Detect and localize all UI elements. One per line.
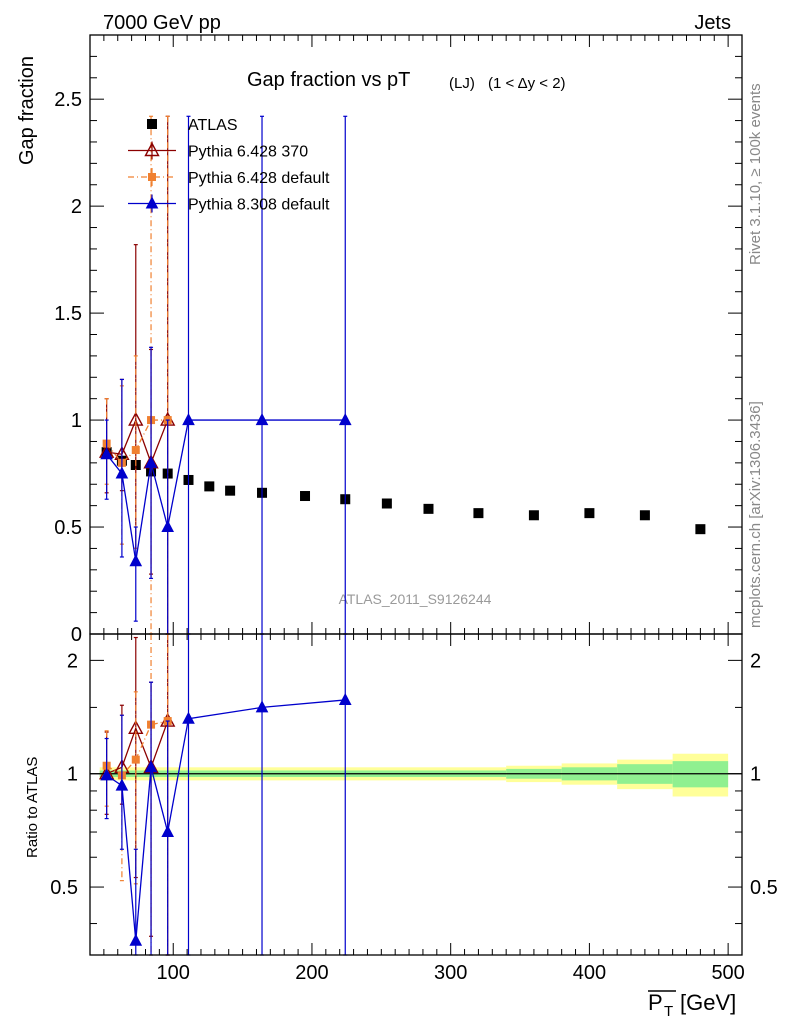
ratio-pythia-8-308-default-line bbox=[106, 699, 346, 941]
analysis-label: ATLAS_2011_S9126244 bbox=[339, 591, 492, 607]
legend: ATLAS Pythia 6.428 370 Pythia 6.428 defaul… bbox=[128, 117, 330, 214]
mcplots-label: mcplots.cern.ch [arXiv:1306.3436] bbox=[747, 401, 764, 628]
rivet-label: Rivet 3.1.10, ≥ 100k events bbox=[747, 83, 764, 265]
chart-title-main: Gap fraction vs pT bbox=[247, 69, 410, 91]
x-axis-label-main: P bbox=[648, 990, 663, 1015]
ratio-pythia-6-428-370-group bbox=[98, 633, 176, 956]
series-pythia-6-428-default-line bbox=[106, 419, 168, 464]
legend-label-pythia-6-428-370: Pythia 6.428 370 bbox=[188, 144, 308, 161]
jets-label: Jets bbox=[694, 12, 731, 34]
x-tick-label-500: 500 bbox=[711, 962, 744, 984]
series-pythia-8-308-default-point-3 bbox=[144, 455, 158, 468]
series-pythia-8-308-default-group bbox=[100, 115, 352, 635]
ratio-pythia-6-428-370-line bbox=[106, 720, 169, 775]
ratio-pythia-8-308-default-point-5 bbox=[182, 711, 195, 724]
y-tick-label-0: 0 bbox=[71, 624, 82, 646]
series-atlas-point-13 bbox=[473, 508, 484, 519]
y-tick-label-2: 1 bbox=[71, 410, 82, 432]
ratio-pythia-8-308-default-point-6 bbox=[255, 700, 269, 713]
ratio-pythia-6-428-default-group bbox=[102, 633, 172, 956]
legend-marker-atlas bbox=[147, 119, 157, 129]
legend-marker-pythia-6-428-default bbox=[148, 173, 156, 181]
chart-title: Gap fraction vs pT (LJ) (1 < Δy < 2) bbox=[247, 69, 566, 92]
x-tick-label-200: 200 bbox=[295, 962, 328, 984]
ratio-pythia-8-308-default-group bbox=[100, 633, 352, 956]
series-pythia-8-308-default-point-6 bbox=[255, 412, 269, 426]
y-tick-label-5: 2.5 bbox=[54, 89, 82, 111]
y-tick-label-1: 0.5 bbox=[54, 517, 82, 539]
series-pythia-8-308-default-point-2 bbox=[129, 554, 143, 567]
x-axis-label: P T [GeV] bbox=[648, 990, 736, 1020]
series-atlas-group bbox=[101, 447, 706, 535]
series-atlas-point-6 bbox=[204, 481, 215, 492]
legend-marker-pythia-8-308-default bbox=[145, 196, 159, 209]
series-atlas-point-14 bbox=[528, 510, 539, 521]
series-atlas-point-16 bbox=[639, 510, 650, 521]
ratio-pythia-8-308-default-point-1 bbox=[115, 778, 129, 791]
ratio-tick-label-left-1: 1 bbox=[67, 764, 78, 786]
x-tick-label-400: 400 bbox=[573, 962, 606, 984]
series-atlas-point-12 bbox=[423, 503, 434, 514]
x-tick-label-100: 100 bbox=[157, 962, 190, 984]
legend-marker-pythia-6-428-370 bbox=[144, 142, 160, 157]
y-tick-label-4: 2 bbox=[71, 196, 82, 218]
ratio-panel-frame bbox=[89, 633, 743, 956]
y-axis-label: Gap fraction bbox=[16, 56, 38, 165]
legend-label-pythia-8-308-default: Pythia 8.308 default bbox=[188, 197, 330, 214]
y-tick-label-3: 1.5 bbox=[54, 303, 82, 325]
series-pythia-8-308-default-point-4 bbox=[161, 519, 175, 533]
series-atlas-point-17 bbox=[695, 524, 706, 535]
ratio-pythia-8-308-default-point-2 bbox=[129, 933, 143, 946]
series-atlas-point-15 bbox=[584, 508, 595, 519]
chart-title-sub: (LJ) bbox=[449, 75, 475, 92]
ratio-tick-label-right-1: 1 bbox=[750, 764, 761, 786]
series-pythia-8-308-default-point-0 bbox=[100, 447, 113, 460]
collision-energy-label: 7000 GeV pp bbox=[103, 12, 221, 34]
ratio-tick-label-left-2: 2 bbox=[67, 650, 78, 672]
ratio-tick-label-right-2: 2 bbox=[750, 650, 761, 672]
ratio-pythia-8-308-default-point-0 bbox=[100, 768, 113, 781]
x-axis-label-unit: [GeV] bbox=[680, 990, 736, 1015]
ratio-pythia-8-308-default-point-3 bbox=[144, 760, 158, 773]
series-atlas-point-9 bbox=[300, 491, 311, 502]
ratio-y-axis-label: Ratio to ATLAS bbox=[24, 757, 41, 858]
x-axis-label-sub: T bbox=[664, 1003, 673, 1020]
series-atlas-point-11 bbox=[381, 498, 392, 509]
ratio-tick-label-left-0: 0.5 bbox=[50, 877, 78, 899]
legend-label-atlas: ATLAS bbox=[188, 117, 238, 134]
series-pythia-8-308-default-point-1 bbox=[115, 466, 129, 479]
series-pythia-6-428-default-point-2 bbox=[131, 446, 140, 455]
series-pythia-8-308-default-point-7 bbox=[338, 412, 352, 426]
ratio-pythia-6-428-default-point-2 bbox=[131, 755, 140, 764]
ratio-pythia-8-308-default-point-4 bbox=[161, 824, 175, 838]
chart-title-condition: (1 < Δy < 2) bbox=[488, 75, 566, 92]
ratio-pythia-8-308-default-point-7 bbox=[338, 692, 352, 705]
ratio-tick-label-right-0: 0.5 bbox=[750, 877, 778, 899]
legend-label-pythia-6-428-default: Pythia 6.428 default bbox=[188, 170, 330, 187]
x-tick-label-300: 300 bbox=[434, 962, 467, 984]
series-pythia-8-308-default-point-5 bbox=[182, 412, 195, 426]
series-atlas-point-7 bbox=[225, 485, 236, 496]
series-pythia-6-428-370-line bbox=[106, 418, 169, 465]
series-pythia-8-308-default-line bbox=[106, 419, 346, 562]
